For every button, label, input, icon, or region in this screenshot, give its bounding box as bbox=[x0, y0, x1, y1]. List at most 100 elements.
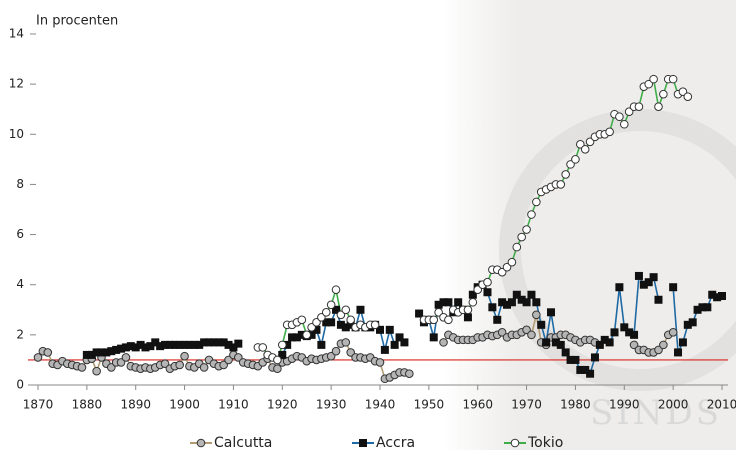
x-tick-label: 1890 bbox=[120, 398, 151, 412]
y-tick-label: 6 bbox=[16, 227, 24, 241]
marker bbox=[635, 103, 643, 111]
marker bbox=[342, 306, 350, 314]
x-tick-label: 1950 bbox=[414, 398, 445, 412]
marker bbox=[176, 361, 184, 369]
marker bbox=[513, 243, 521, 251]
marker bbox=[669, 329, 677, 337]
x-tick-label: 2000 bbox=[658, 398, 689, 412]
marker bbox=[611, 329, 618, 336]
marker bbox=[523, 226, 531, 234]
marker bbox=[298, 316, 306, 324]
legend-marker bbox=[511, 439, 519, 447]
marker bbox=[528, 211, 536, 219]
marker bbox=[406, 370, 414, 378]
marker bbox=[538, 321, 545, 328]
marker bbox=[327, 301, 335, 309]
y-tick-label: 8 bbox=[16, 177, 24, 191]
y-tick-label: 12 bbox=[9, 77, 24, 91]
marker bbox=[606, 339, 613, 346]
marker bbox=[518, 233, 526, 241]
marker bbox=[494, 316, 501, 323]
marker bbox=[342, 339, 350, 347]
marker bbox=[616, 284, 623, 291]
marker bbox=[533, 198, 541, 206]
marker bbox=[430, 334, 437, 341]
marker bbox=[445, 316, 453, 324]
y-tick-label: 14 bbox=[9, 27, 24, 41]
chart: SINDS 19 In procenten 024681012141870188… bbox=[0, 0, 736, 450]
marker bbox=[650, 75, 658, 83]
y-tick-label: 0 bbox=[16, 378, 24, 392]
x-tick-label: 1970 bbox=[511, 398, 542, 412]
x-tick-label: 2010 bbox=[707, 398, 736, 412]
marker bbox=[528, 331, 536, 339]
marker bbox=[274, 356, 282, 364]
x-tick-label: 1930 bbox=[316, 398, 347, 412]
marker bbox=[489, 304, 496, 311]
marker bbox=[391, 341, 398, 348]
marker bbox=[587, 370, 594, 377]
legend-label: Accra bbox=[376, 435, 415, 450]
marker bbox=[44, 349, 52, 357]
marker bbox=[78, 364, 86, 372]
legend-label: Tokio bbox=[527, 435, 563, 450]
marker bbox=[93, 367, 101, 375]
marker bbox=[508, 258, 516, 266]
marker bbox=[278, 341, 286, 349]
marker bbox=[655, 296, 662, 303]
marker bbox=[259, 344, 267, 352]
x-tick-label: 1880 bbox=[72, 398, 103, 412]
marker bbox=[557, 341, 564, 348]
marker bbox=[318, 341, 325, 348]
marker bbox=[670, 284, 677, 291]
marker bbox=[430, 316, 438, 324]
marker bbox=[464, 314, 471, 321]
marker bbox=[548, 309, 555, 316]
x-tick-label: 1990 bbox=[609, 398, 640, 412]
marker bbox=[469, 298, 477, 306]
marker bbox=[591, 354, 598, 361]
marker bbox=[704, 304, 711, 311]
x-tick-label: 1900 bbox=[169, 398, 200, 412]
marker bbox=[303, 331, 311, 339]
x-tick-label: 1960 bbox=[462, 398, 493, 412]
marker bbox=[533, 299, 540, 306]
marker bbox=[557, 181, 565, 189]
marker bbox=[322, 308, 330, 316]
marker bbox=[616, 113, 624, 121]
marker bbox=[200, 364, 208, 372]
legend-marker bbox=[197, 439, 205, 447]
y-tick-label: 10 bbox=[9, 127, 24, 141]
marker bbox=[484, 278, 492, 286]
marker bbox=[581, 146, 589, 154]
marker bbox=[371, 321, 379, 329]
marker bbox=[635, 272, 642, 279]
y-tick-label: 2 bbox=[16, 327, 24, 341]
marker bbox=[684, 93, 692, 101]
x-tick-label: 1910 bbox=[218, 398, 249, 412]
marker bbox=[376, 359, 384, 367]
marker bbox=[631, 331, 638, 338]
marker bbox=[181, 352, 189, 360]
marker bbox=[484, 289, 491, 296]
marker bbox=[675, 349, 682, 356]
x-tick-label: 1940 bbox=[365, 398, 396, 412]
marker bbox=[455, 299, 462, 306]
marker bbox=[660, 90, 668, 98]
x-tick-label: 1870 bbox=[23, 398, 54, 412]
legend-marker bbox=[360, 440, 367, 447]
marker bbox=[235, 340, 242, 347]
y-axis-label: In procenten bbox=[36, 14, 118, 29]
marker bbox=[386, 326, 393, 333]
marker bbox=[381, 346, 388, 353]
marker bbox=[508, 299, 515, 306]
marker bbox=[689, 319, 696, 326]
marker bbox=[440, 339, 448, 347]
marker bbox=[122, 354, 130, 362]
marker bbox=[562, 349, 569, 356]
x-tick-label: 1920 bbox=[267, 398, 298, 412]
marker bbox=[445, 299, 452, 306]
marker bbox=[523, 299, 530, 306]
legend-label: Calcutta bbox=[214, 435, 272, 450]
marker bbox=[464, 306, 472, 314]
